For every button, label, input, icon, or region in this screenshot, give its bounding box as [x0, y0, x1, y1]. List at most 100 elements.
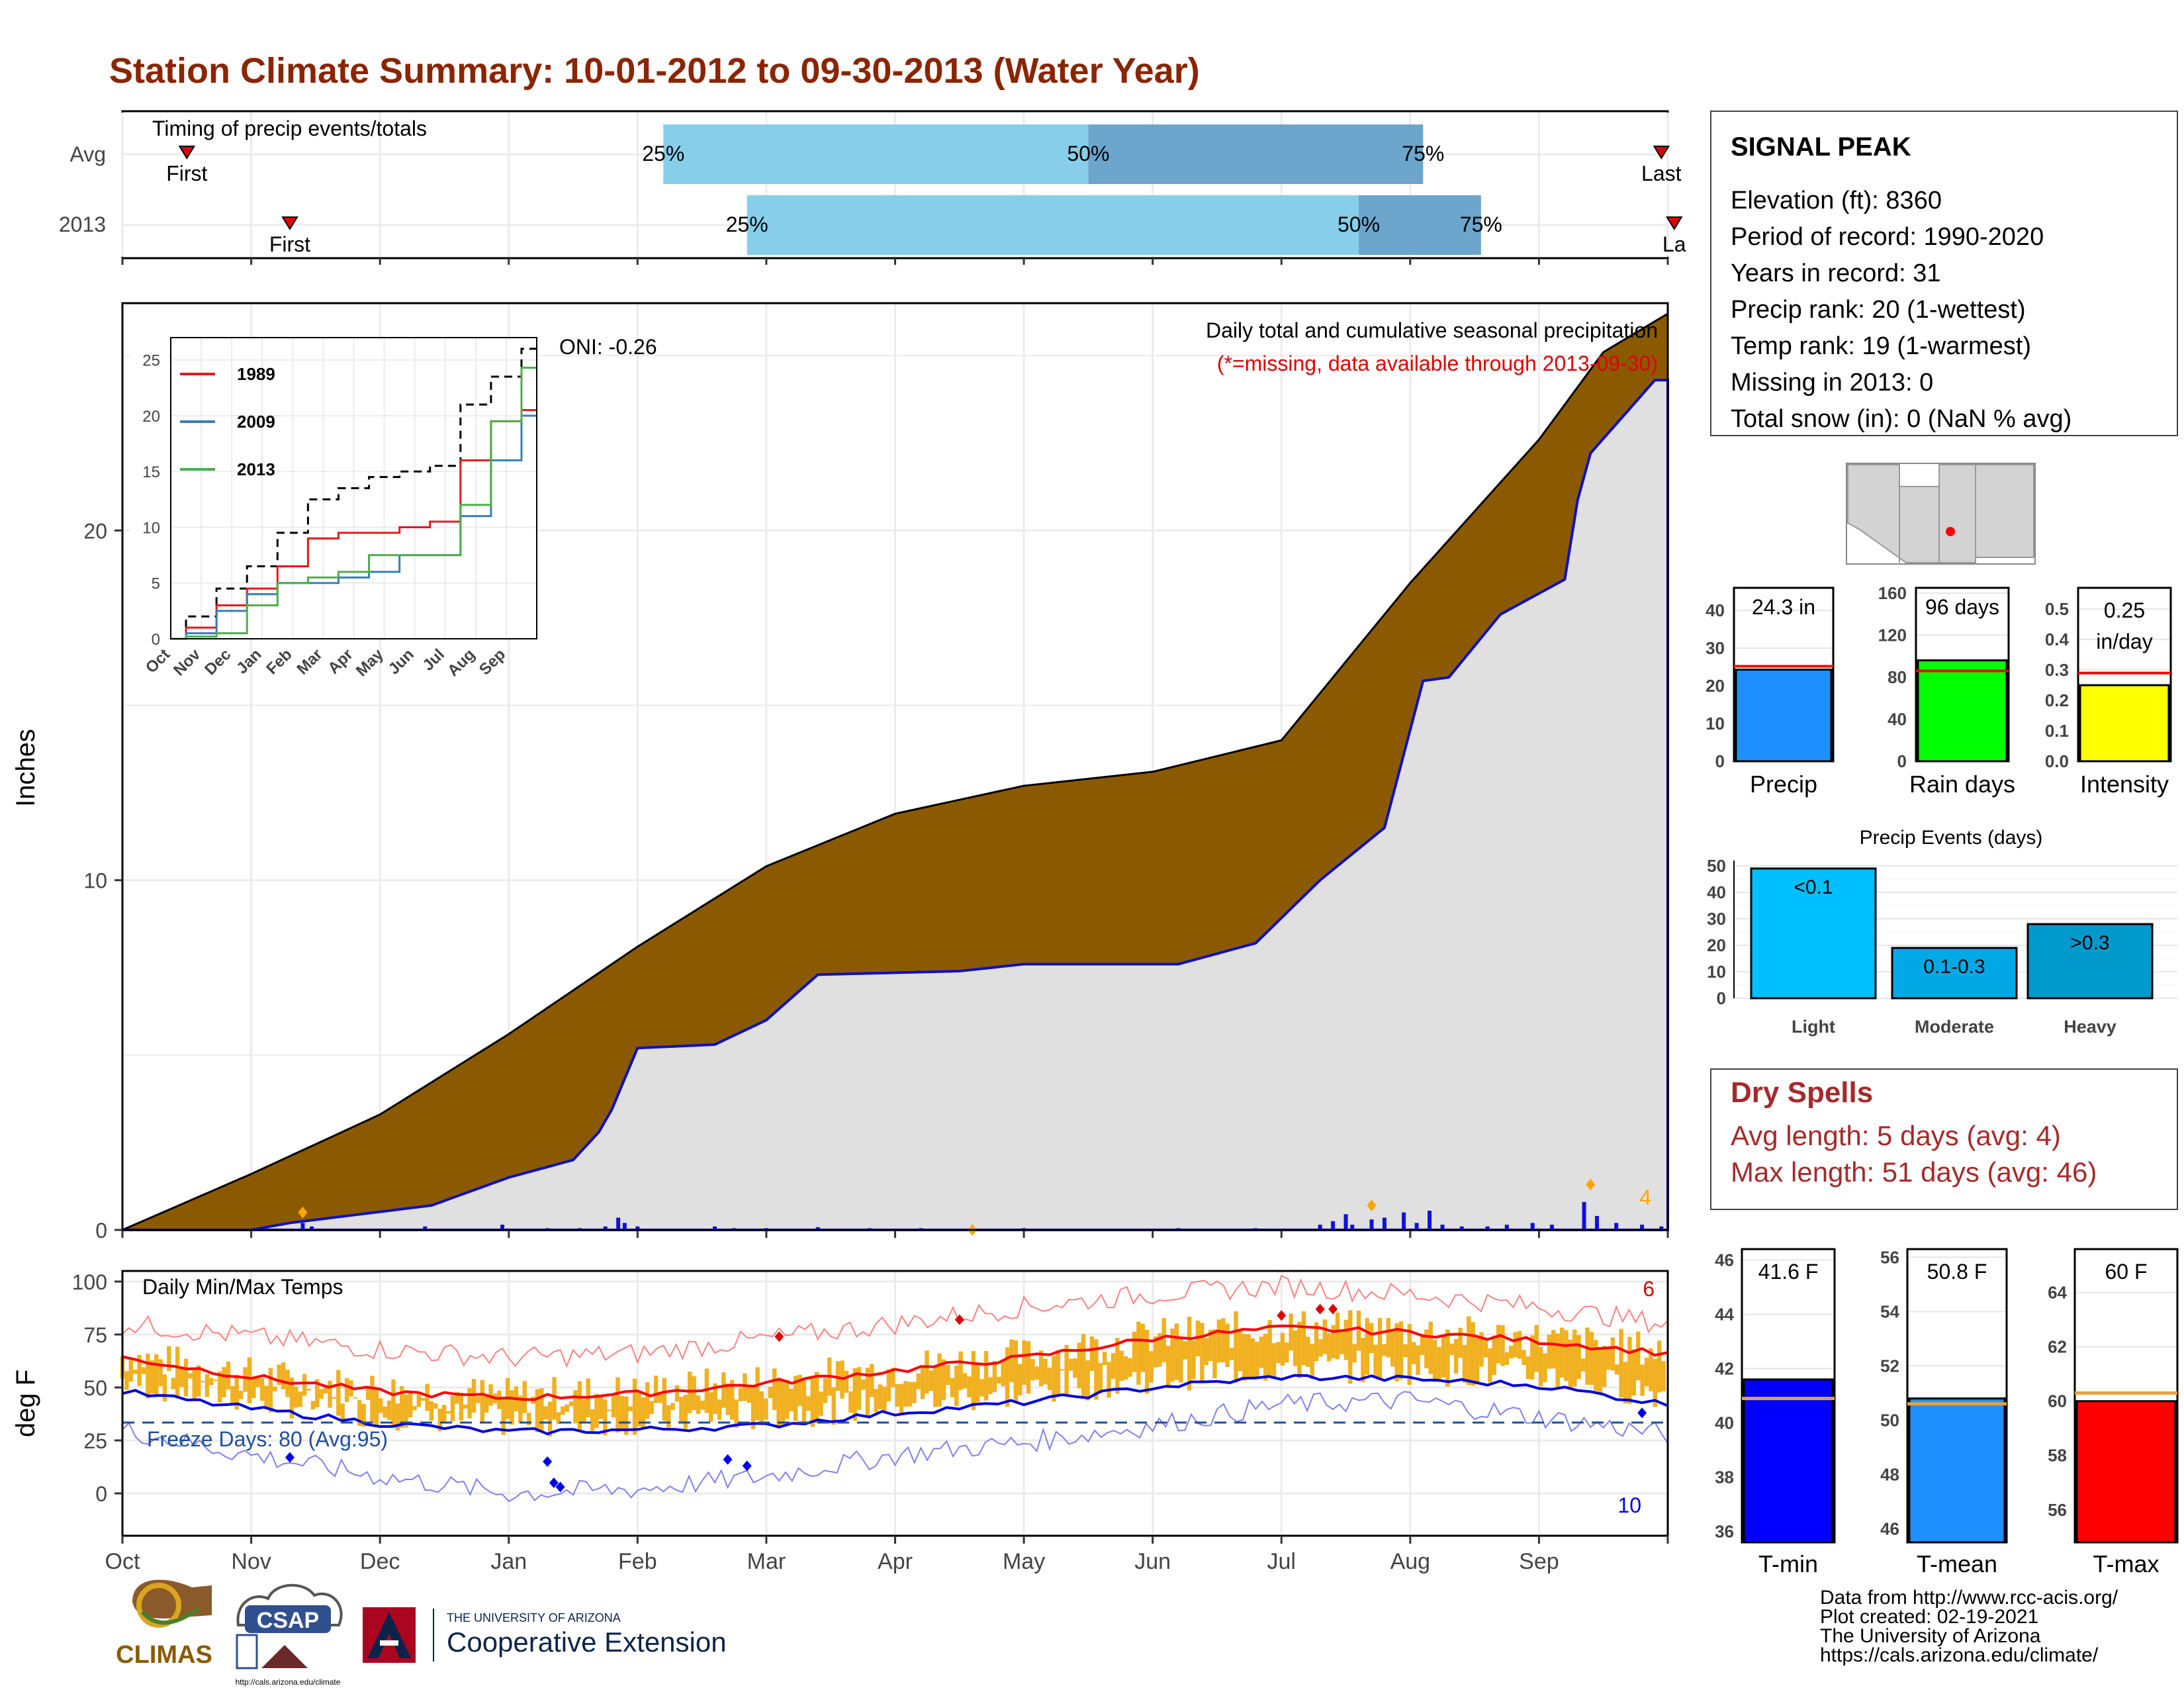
- daily-temp-bar: [882, 1386, 887, 1411]
- daily-precip-bar: [622, 1223, 627, 1230]
- daily-temp-bar: [1509, 1345, 1514, 1359]
- temp-y-tick-label: 0: [95, 1482, 107, 1506]
- daily-temp-bar: [1602, 1346, 1607, 1387]
- daily-temp-bar: [1525, 1356, 1531, 1380]
- daily-temp-bar: [658, 1394, 662, 1403]
- credit-line-2: Plot created: 02-19-2021: [1820, 1606, 2038, 1628]
- daily-temp-bar: [179, 1368, 184, 1387]
- daily-temp-bar: [1492, 1335, 1496, 1376]
- daily-temp-bar: [1653, 1358, 1658, 1407]
- daily-temp-bar: [747, 1384, 751, 1403]
- daily-temp-bar: [1335, 1312, 1340, 1360]
- temp-summary-tick-label: 62: [2048, 1337, 2067, 1357]
- daily-precip-bar: [1549, 1225, 1554, 1230]
- daily-temp-bar: [1369, 1323, 1374, 1354]
- daily-temp-bar: [823, 1378, 828, 1403]
- daily-temp-bar: [683, 1395, 688, 1429]
- daily-temp-bar: [243, 1367, 248, 1392]
- daily-temp-bar: [408, 1392, 413, 1418]
- daily-temp-bar: [878, 1384, 883, 1409]
- summary-value-label: 0.25: [2104, 598, 2145, 622]
- timing-label: Timing of precip events/totals: [152, 117, 427, 140]
- daily-temp-bar: [1547, 1335, 1552, 1369]
- daily-temp-bar: [925, 1350, 929, 1394]
- daily-temp-bar: [734, 1399, 739, 1428]
- daily-temp-bar: [535, 1389, 540, 1432]
- temp-summary-tick-label: 46: [1880, 1519, 1899, 1538]
- record-high-marker: [1277, 1310, 1287, 1321]
- daily-temp-bar: [1496, 1325, 1501, 1364]
- timing-last-marker: [1665, 216, 1683, 230]
- daily-temp-bar: [759, 1391, 764, 1424]
- inset-y-tick-label: 10: [142, 519, 160, 537]
- daily-temp-bar: [1598, 1346, 1602, 1395]
- daily-temp-bar: [429, 1401, 434, 1421]
- timing-p75-label: 75%: [1460, 212, 1502, 236]
- daily-temp-bar: [289, 1378, 295, 1419]
- daily-temp-bar: [1136, 1321, 1141, 1385]
- daily-temp-bar: [907, 1382, 913, 1407]
- timing-first-marker: [178, 146, 196, 160]
- temp-summary-tick-label: 60: [2048, 1391, 2067, 1411]
- daily-temp-bar: [1416, 1345, 1420, 1375]
- extreme-precip-count: 4: [1639, 1186, 1651, 1209]
- daily-temp-bar: [1293, 1330, 1298, 1366]
- temp-summary-label: T-mean: [1917, 1550, 1997, 1577]
- summary-bar-fill: [1735, 669, 1833, 763]
- daily-temp-bar: [1551, 1330, 1556, 1369]
- daily-temp-bar: [188, 1373, 193, 1379]
- daily-temp-bar: [518, 1395, 523, 1423]
- daily-temp-bar: [340, 1403, 345, 1420]
- daily-temp-bar: [797, 1374, 802, 1406]
- daily-temp-bar: [1204, 1338, 1208, 1366]
- daily-temp-bar: [950, 1378, 955, 1397]
- daily-temp-bar: [861, 1379, 866, 1390]
- temp-x-tick-label: Jun: [1134, 1549, 1171, 1574]
- daily-temp-bar: [810, 1378, 815, 1427]
- inset-line-average: [171, 348, 537, 640]
- record-low-marker: [285, 1452, 295, 1463]
- daily-temp-bar: [772, 1368, 777, 1410]
- daily-temp-bar: [323, 1385, 328, 1394]
- daily-temp-bar: [1627, 1336, 1632, 1404]
- events-tick-label: 40: [1707, 882, 1726, 902]
- station-info-box: SIGNAL PEAK Elevation (ft): 8360 Period …: [1710, 111, 2178, 436]
- daily-temp-bar: [196, 1365, 201, 1397]
- daily-temp-bar: [1644, 1357, 1649, 1387]
- daily-temp-bar: [1398, 1321, 1404, 1380]
- summary-bar-label: Precip: [1750, 771, 1817, 798]
- temp-x-tick-label: Jul: [1267, 1549, 1296, 1574]
- daily-temp-bar: [1475, 1338, 1480, 1385]
- daily-temp-bar: [501, 1398, 506, 1435]
- daily-temp-bar: [1115, 1338, 1120, 1393]
- daily-precip-bar: [603, 1226, 608, 1230]
- daily-temp-bar: [1043, 1358, 1048, 1385]
- daily-precip-bar: [1594, 1215, 1599, 1230]
- daily-temp-bar: [306, 1388, 311, 1391]
- temp-y-tick-label: 25: [83, 1429, 107, 1453]
- daily-temp-bar: [852, 1368, 857, 1421]
- daily-temp-bar: [234, 1374, 239, 1410]
- daily-temp-bar: [379, 1398, 383, 1413]
- daily-precip-bar: [1369, 1219, 1374, 1230]
- inset-line-1989: [171, 409, 537, 640]
- daily-temp-bar: [1327, 1333, 1332, 1362]
- temp-line-avg-max: [122, 1325, 1668, 1401]
- summary-value-label: 96 days: [1925, 595, 1999, 619]
- daily-temp-bar: [844, 1370, 849, 1393]
- daily-temp-bar: [992, 1360, 997, 1392]
- daily-temp-bar: [1420, 1334, 1425, 1355]
- daily-temp-bar: [933, 1366, 938, 1407]
- dry-spells-box: Dry Spells Avg length: 5 days (avg: 4) M…: [1710, 1068, 2178, 1210]
- ua-small-text: THE UNIVERSITY OF ARIZONA: [447, 1611, 621, 1624]
- daily-temp-bar: [561, 1406, 565, 1415]
- daily-temp-bar: [565, 1404, 569, 1412]
- daily-temp-bar: [441, 1405, 447, 1424]
- daily-temp-bar: [1403, 1344, 1408, 1358]
- temp-x-tick-label: Jan: [490, 1549, 527, 1574]
- inset-line-2009: [171, 414, 537, 640]
- timing-p50-label: 50%: [1067, 142, 1109, 165]
- daily-temp-bar: [983, 1350, 989, 1401]
- temp-summary-tick-label: 48: [1880, 1464, 1899, 1484]
- daily-precip-bar: [1614, 1223, 1619, 1230]
